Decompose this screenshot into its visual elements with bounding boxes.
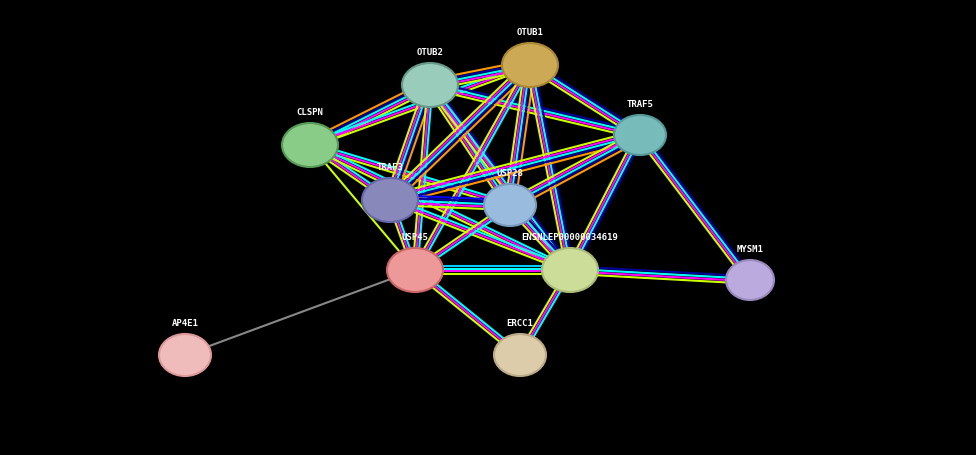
Text: TRAF3: TRAF3 [377, 162, 403, 172]
Ellipse shape [502, 44, 558, 88]
Ellipse shape [387, 248, 443, 293]
Text: ENSNLEP00000034619: ENSNLEP00000034619 [521, 233, 619, 242]
Ellipse shape [282, 124, 338, 167]
Text: USP28: USP28 [497, 169, 523, 177]
Ellipse shape [402, 64, 458, 108]
Ellipse shape [726, 260, 774, 300]
Text: CLSPN: CLSPN [297, 108, 323, 117]
Text: OTUB1: OTUB1 [516, 28, 544, 37]
Ellipse shape [484, 185, 536, 227]
Ellipse shape [542, 248, 598, 293]
Ellipse shape [494, 334, 546, 376]
Ellipse shape [362, 179, 418, 222]
Text: USP45: USP45 [401, 233, 428, 242]
Ellipse shape [159, 334, 211, 376]
Text: AP4E1: AP4E1 [172, 318, 198, 327]
Text: OTUB2: OTUB2 [417, 48, 443, 57]
Text: ERCC1: ERCC1 [507, 318, 534, 327]
Text: MYSM1: MYSM1 [737, 244, 763, 253]
Text: TRAF5: TRAF5 [627, 100, 654, 109]
Ellipse shape [614, 116, 666, 156]
